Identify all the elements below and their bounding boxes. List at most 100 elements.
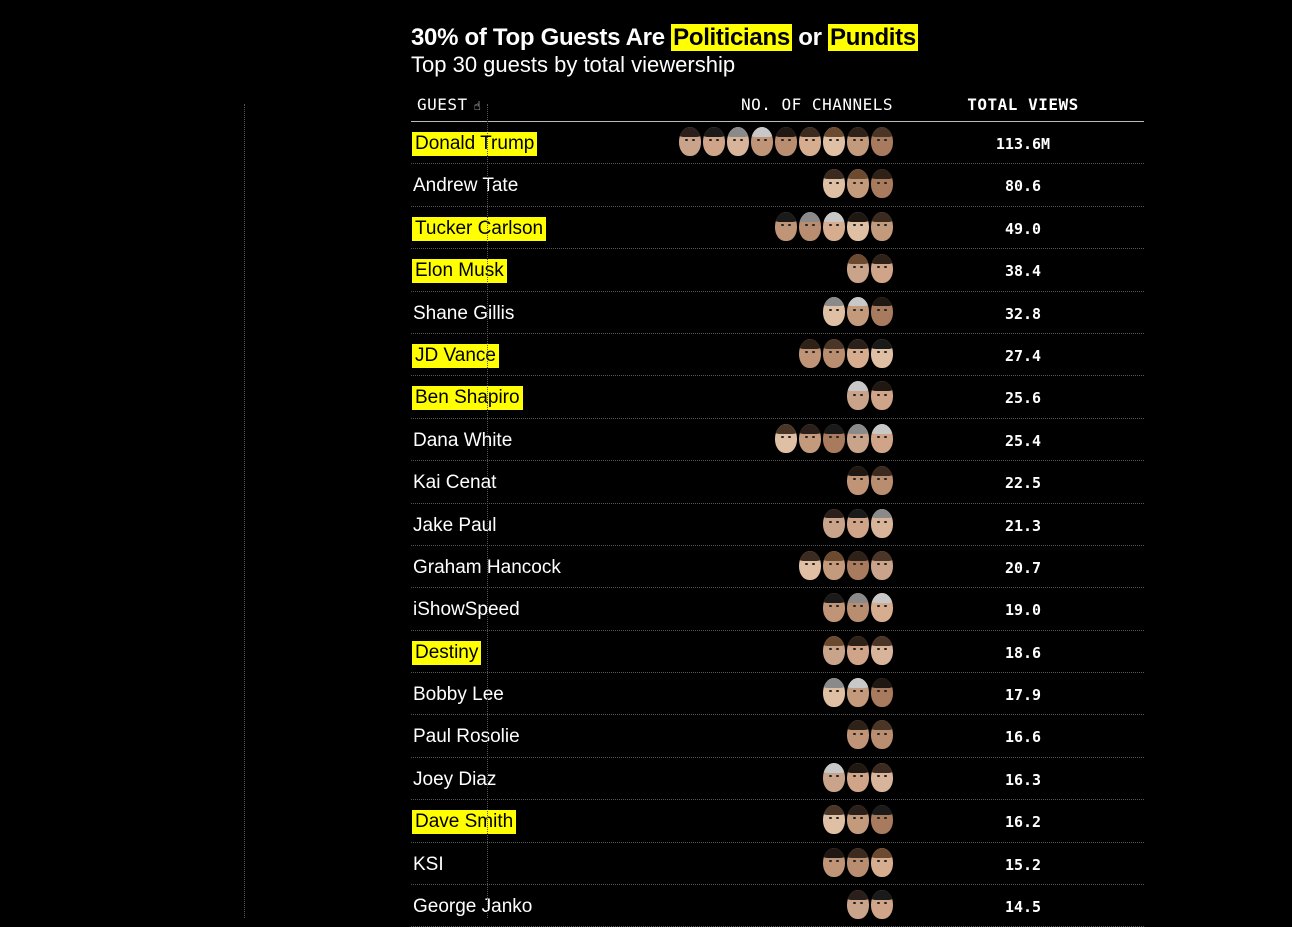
- guest-name: Destiny: [412, 640, 482, 665]
- channel-host-face-icon: [871, 890, 893, 920]
- channel-host-face-icon: [871, 127, 893, 156]
- table-row[interactable]: iShowSpeed 19.0: [411, 588, 1144, 631]
- channel-host-face-icon: [823, 762, 845, 792]
- channel-faces: [773, 211, 893, 242]
- guest-name: Jake Paul: [413, 514, 497, 536]
- pointer-hand-icon: ☝: [473, 99, 482, 113]
- channel-host-face-icon: [823, 127, 845, 156]
- total-views-value: 32.8: [1004, 304, 1042, 323]
- channel-host-face-icon: [823, 593, 845, 623]
- channel-host-face-icon: [847, 466, 869, 496]
- channel-host-face-icon: [799, 211, 821, 241]
- channel-host-face-icon: [799, 338, 821, 368]
- guest-name: Joey Diaz: [413, 768, 497, 790]
- total-views-value: 15.2: [1004, 855, 1042, 874]
- guest-name: Elon Musk: [412, 259, 507, 284]
- guest-name: George Janko: [413, 896, 533, 918]
- channel-host-face-icon: [871, 720, 893, 750]
- total-views-value: 17.9: [1004, 686, 1042, 705]
- channel-host-face-icon: [823, 211, 845, 241]
- channel-host-face-icon: [871, 466, 893, 496]
- guest-name: iShowSpeed: [413, 599, 520, 621]
- table-row[interactable]: Tucker Carlson 49.0: [411, 207, 1144, 250]
- channel-host-face-icon: [847, 169, 869, 199]
- channel-host-face-icon: [823, 169, 845, 199]
- channel-host-face-icon: [871, 423, 893, 453]
- channel-host-face-icon: [847, 127, 869, 156]
- guest-name: Dana White: [413, 429, 513, 451]
- table-row[interactable]: Jake Paul 21.3: [411, 504, 1144, 546]
- channel-host-face-icon: [799, 550, 821, 580]
- table-row[interactable]: KSI 15.2: [411, 843, 1144, 886]
- total-views-value: 22.5: [1004, 474, 1042, 493]
- channel-faces: [821, 762, 893, 793]
- title-text-or: or: [791, 24, 829, 51]
- channel-host-face-icon: [823, 423, 845, 453]
- guest-name: Paul Rosolie: [413, 726, 520, 748]
- table-row[interactable]: Dana White 25.4: [411, 419, 1144, 462]
- channel-host-face-icon: [775, 211, 797, 241]
- table-row[interactable]: George Janko 14.5: [411, 885, 1144, 927]
- channel-host-face-icon: [871, 296, 893, 326]
- table-row[interactable]: Bobby Lee 17.9: [411, 673, 1144, 716]
- channel-faces: [821, 296, 893, 327]
- guest-name: Kai Cenat: [413, 472, 497, 494]
- title-text: 30% of Top Guests Are: [411, 24, 672, 51]
- table-header: GUEST ☝ NO. OF CHANNELS TOTAL VIEWS: [411, 87, 1144, 122]
- header-guest[interactable]: GUEST ☝: [417, 95, 481, 114]
- guest-name: Bobby Lee: [413, 684, 504, 706]
- channel-host-face-icon: [847, 762, 869, 792]
- channel-faces: [845, 720, 893, 750]
- guest-name: Ben Shapiro: [412, 386, 523, 411]
- channel-host-face-icon: [823, 296, 845, 326]
- channel-faces: [773, 423, 893, 454]
- channel-host-face-icon: [847, 296, 869, 326]
- channel-faces: [845, 381, 893, 411]
- header-total-views[interactable]: TOTAL VIEWS: [967, 95, 1079, 114]
- total-views-value: 20.7: [1004, 558, 1042, 577]
- channel-host-face-icon: [871, 550, 893, 580]
- guest-name: Shane Gillis: [413, 302, 515, 324]
- table-row[interactable]: Joey Diaz 16.3: [411, 758, 1144, 801]
- guest-name: KSI: [413, 853, 444, 875]
- channel-host-face-icon: [727, 127, 749, 156]
- guest-name: Dave Smith: [412, 810, 517, 835]
- table-row[interactable]: Shane Gillis 32.8: [411, 292, 1144, 334]
- total-views-value: 80.6: [1004, 177, 1042, 196]
- channel-host-face-icon: [847, 211, 869, 241]
- title-highlight-pundits: Pundits: [828, 24, 918, 51]
- channel-host-face-icon: [847, 423, 869, 453]
- channel-host-face-icon: [871, 211, 893, 241]
- channel-faces: [677, 127, 893, 157]
- guest-name: Andrew Tate: [413, 175, 519, 197]
- channel-host-face-icon: [775, 423, 797, 453]
- total-views-value: 25.6: [1004, 389, 1042, 408]
- table-row[interactable]: Andrew Tate 80.6: [411, 164, 1144, 207]
- channel-host-face-icon: [775, 127, 797, 156]
- channel-host-face-icon: [871, 805, 893, 835]
- channel-host-face-icon: [823, 635, 845, 665]
- table-row[interactable]: Donald Trump 113.6M: [411, 122, 1144, 165]
- channel-host-face-icon: [871, 508, 893, 538]
- table-row[interactable]: Dave Smith 16.2: [411, 800, 1144, 843]
- table-row[interactable]: JD Vance 27.4: [411, 334, 1144, 377]
- total-views-value: 16.3: [1004, 770, 1042, 789]
- header-guest-label: GUEST: [417, 95, 468, 114]
- chart-subtitle: Top 30 guests by total viewership: [411, 52, 736, 77]
- channel-host-face-icon: [847, 593, 869, 623]
- header-channels[interactable]: NO. OF CHANNELS: [741, 95, 893, 114]
- table-row[interactable]: Kai Cenat 22.5: [411, 461, 1144, 504]
- chart-container: 30% of Top Guests Are Politicians or Pun…: [411, 22, 1144, 927]
- total-views-value: 18.6: [1004, 643, 1042, 662]
- table-row[interactable]: Destiny 18.6: [411, 631, 1144, 674]
- channel-faces: [845, 254, 893, 284]
- table-row[interactable]: Graham Hancock 20.7: [411, 546, 1144, 589]
- table-row[interactable]: Ben Shapiro 25.6: [411, 376, 1144, 419]
- table-row[interactable]: Paul Rosolie 16.6: [411, 715, 1144, 758]
- channel-faces: [797, 550, 893, 581]
- guest-name: Graham Hancock: [413, 556, 561, 578]
- channel-faces: [821, 169, 893, 199]
- channel-faces: [845, 466, 893, 496]
- table-row[interactable]: Elon Musk 38.4: [411, 249, 1144, 292]
- channel-host-face-icon: [871, 593, 893, 623]
